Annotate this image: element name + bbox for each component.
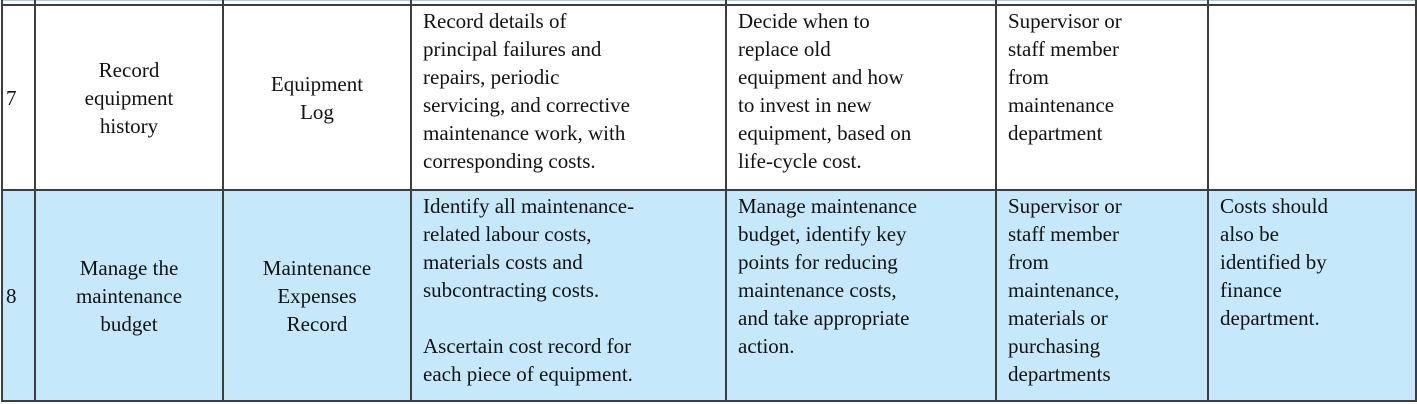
task-cell: Record equipment history xyxy=(34,4,224,191)
table-row-8: 8 Manage the maintenance budget Maintena… xyxy=(1,189,1417,402)
table-row-7: 7 Record equipment history Equipment Log… xyxy=(1,4,1417,191)
row-number-cell: 7 xyxy=(1,4,36,191)
purpose-cell: Decide when to replace old equipment and… xyxy=(725,4,997,191)
details-cell: Record details of principal failures and… xyxy=(410,4,727,191)
document-cell: Maintenance Expenses Record xyxy=(222,189,412,402)
row-number-cell: 8 xyxy=(1,189,36,402)
task-cell: Manage the maintenance budget xyxy=(34,189,224,402)
responsible-cell: Supervisor or staff member from maintena… xyxy=(995,189,1209,402)
document-cell: Equipment Log xyxy=(222,4,412,191)
purpose-cell: Manage maintenance budget, identify key … xyxy=(725,189,997,402)
details-cell: Identify all maintenance- related labour… xyxy=(410,189,727,402)
responsible-cell: Supervisor or staff member from maintena… xyxy=(995,4,1209,191)
remarks-cell xyxy=(1207,4,1417,191)
remarks-cell: Costs should also be identified by finan… xyxy=(1207,189,1417,402)
